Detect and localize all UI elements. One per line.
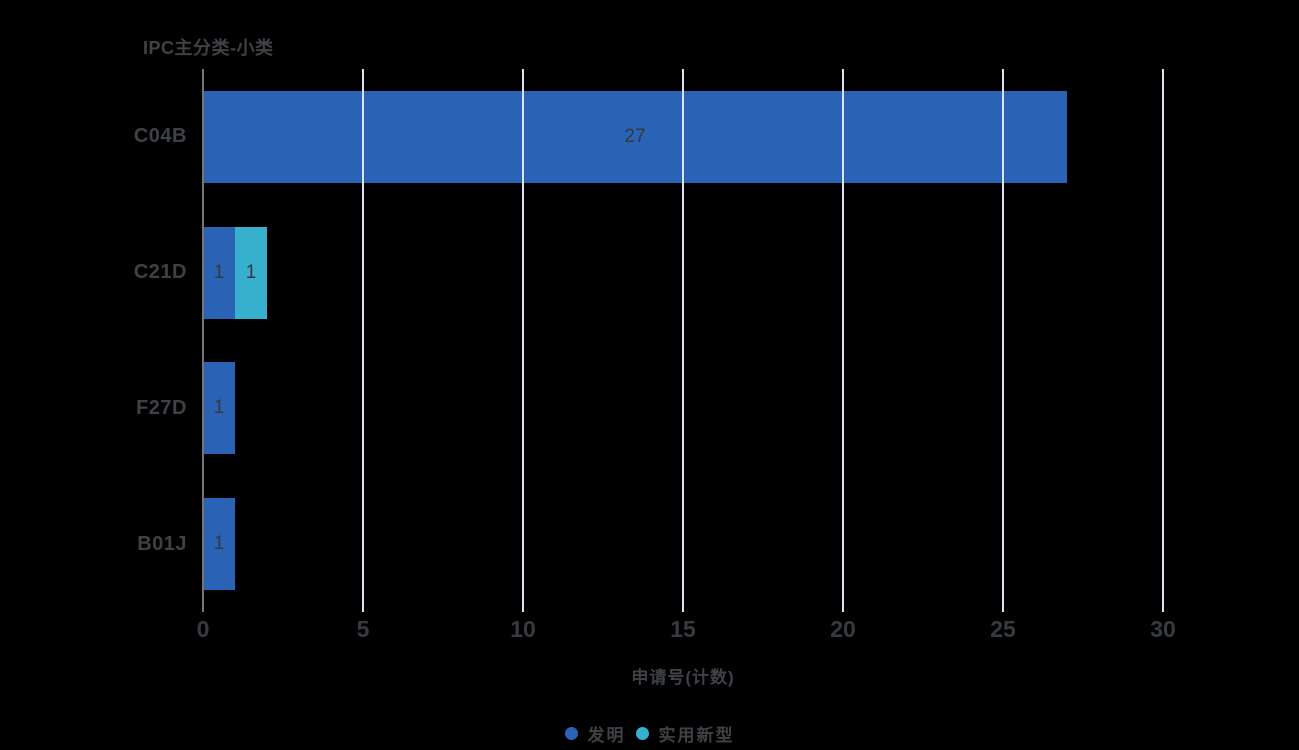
- legend-label: 实用新型: [658, 726, 735, 745]
- gridline: [682, 69, 684, 612]
- gridline: [842, 69, 844, 612]
- bar-value-label: 1: [213, 261, 225, 283]
- x-tick-label: 5: [356, 616, 370, 642]
- gridline: [1002, 69, 1004, 612]
- bar-value-label: 1: [245, 261, 257, 283]
- chart-title: IPC主分类-小类: [143, 38, 274, 58]
- gridline: [522, 69, 524, 612]
- legend-label: 发明: [587, 726, 626, 745]
- category-label: C21D: [133, 261, 187, 284]
- legend-marker-icon: [564, 727, 578, 740]
- x-tick-label: 25: [990, 616, 1016, 642]
- bar-segment-invention[interactable]: 1: [203, 226, 235, 319]
- legend-marker-icon: [635, 727, 649, 740]
- x-tick-label: 15: [670, 616, 696, 642]
- legend: 发明 实用新型: [0, 721, 1299, 746]
- category-label: F27D: [136, 396, 187, 419]
- x-tick-label: 0: [196, 616, 210, 642]
- zero-axis-line: [202, 69, 204, 612]
- bar-value-label: 1: [213, 397, 225, 419]
- bar-segment-invention[interactable]: 27: [203, 90, 1067, 183]
- gridline: [1162, 69, 1164, 612]
- x-tick-label: 20: [830, 616, 856, 642]
- category-label: C04B: [133, 125, 187, 148]
- x-axis-title: 申请号(计数): [631, 668, 735, 687]
- bar-segment-utility-model[interactable]: 1: [235, 226, 267, 319]
- gridline: [362, 69, 364, 612]
- bar-value-label: 1: [213, 533, 225, 555]
- bar-segment-invention[interactable]: 1: [203, 498, 235, 591]
- bar-value-label: 27: [624, 125, 646, 147]
- legend-item-utility-model[interactable]: 实用新型: [635, 721, 735, 746]
- legend-item-invention[interactable]: 发明: [564, 721, 626, 746]
- x-tick-label: 10: [510, 616, 536, 642]
- category-label: B01J: [137, 532, 187, 555]
- bar-segment-invention[interactable]: 1: [203, 362, 235, 455]
- x-tick-label: 30: [1150, 616, 1176, 642]
